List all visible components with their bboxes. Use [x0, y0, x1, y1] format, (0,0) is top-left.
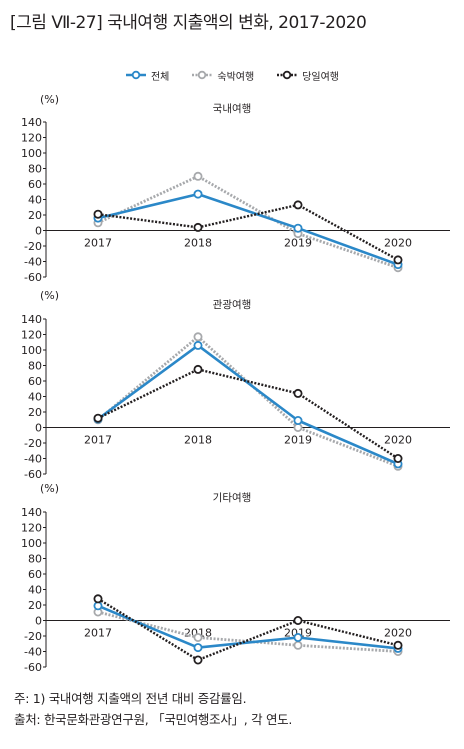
- y-tick-label: 140: [21, 116, 42, 129]
- y-tick-label: 20: [28, 209, 42, 222]
- y-tick-label: 100: [21, 537, 42, 550]
- x-tick-label: 2019: [284, 434, 312, 447]
- panel-title: 관광여행: [213, 299, 252, 311]
- panel-title: 기타여행: [213, 492, 252, 504]
- data-point-total: [293, 633, 303, 643]
- y-tick-label: 100: [21, 344, 42, 357]
- y-tick-label: -20: [24, 240, 42, 253]
- legend-item-daytrip: 당일여행: [276, 66, 339, 84]
- series-line-overnight: [97, 335, 399, 468]
- data-point-daytrip: [393, 255, 403, 265]
- y-tick-label: 40: [28, 194, 42, 207]
- x-tick-label: 2020: [384, 627, 412, 640]
- source-note: 출처: 한국문화관광연구원, 「국민여행조사」, 각 연도.: [14, 712, 293, 727]
- y-unit-label: (%): [40, 482, 59, 495]
- x-tick-label: 2020: [384, 237, 412, 250]
- x-tick-label: 2017: [84, 627, 112, 640]
- data-point-total: [293, 415, 303, 425]
- y-tick-label: 120: [21, 132, 42, 145]
- y-tick-label: 100: [21, 147, 42, 160]
- data-point-daytrip: [293, 200, 303, 210]
- y-tick-label: 20: [28, 406, 42, 419]
- data-point-daytrip: [93, 594, 103, 604]
- series-line-daytrip: [97, 368, 399, 460]
- y-tick-label: -60: [24, 271, 42, 284]
- data-point-daytrip: [93, 209, 103, 219]
- series-line-overnight: [97, 174, 399, 270]
- panel-title: 국내여행: [213, 103, 252, 115]
- y-tick-label: -40: [24, 256, 42, 269]
- y-tick-label: 140: [21, 313, 42, 326]
- series-line-total: [97, 344, 399, 466]
- data-point-overnight: [193, 633, 203, 643]
- y-tick-label: -20: [24, 437, 42, 450]
- x-tick-label: 2017: [84, 237, 112, 250]
- x-tick-label: 2018: [184, 237, 212, 250]
- data-point-daytrip: [293, 616, 303, 626]
- x-tick-label: 2017: [84, 434, 112, 447]
- x-tick-label: 2018: [184, 627, 212, 640]
- chart-legend: 전체 숙박여행 당일여행: [0, 66, 464, 84]
- data-point-overnight: [193, 332, 203, 342]
- series-line-total: [97, 604, 399, 650]
- legend-item-total: 전체: [125, 66, 169, 84]
- legend-label-daytrip: 당일여행: [302, 71, 340, 83]
- y-tick-label: 0: [35, 422, 42, 435]
- y-tick-label: 80: [28, 163, 42, 176]
- y-tick-label: 40: [28, 391, 42, 404]
- x-tick-label: 2019: [284, 237, 312, 250]
- series-line-overnight: [97, 610, 399, 653]
- y-tick-label: -40: [24, 453, 42, 466]
- y-tick-label: 140: [21, 506, 42, 519]
- y-tick-label: 0: [35, 615, 42, 628]
- y-tick-label: 80: [28, 360, 42, 373]
- y-tick-label: 60: [28, 568, 42, 581]
- y-tick-label: 80: [28, 553, 42, 566]
- y-tick-label: 60: [28, 178, 42, 191]
- y-tick-label: 20: [28, 599, 42, 612]
- data-point-overnight: [193, 171, 203, 181]
- figure-title: [그림 Ⅶ-27] 국내여행 지출액의 변화, 2017-2020: [10, 13, 367, 33]
- x-tick-label: 2019: [284, 627, 312, 640]
- x-tick-label: 2020: [384, 434, 412, 447]
- data-point-daytrip: [93, 413, 103, 423]
- data-point-daytrip: [193, 222, 203, 232]
- data-point-total: [293, 223, 303, 233]
- footnote: 주: 1) 국내여행 지출액의 전년 대비 증감률임.: [14, 691, 247, 706]
- data-point-daytrip: [393, 453, 403, 463]
- y-tick-label: -40: [24, 646, 42, 659]
- footnotes: 주: 1) 국내여행 지출액의 전년 대비 증감률임. 출처: 한국문화관광연구…: [14, 688, 292, 730]
- y-tick-label: -60: [24, 468, 42, 481]
- y-tick-label: -60: [24, 661, 42, 674]
- y-unit-label: (%): [40, 93, 59, 106]
- legend-label-overnight: 숙박여행: [217, 71, 255, 83]
- y-tick-label: 0: [35, 225, 42, 238]
- data-point-total: [193, 340, 203, 350]
- legend-swatch-total: [125, 70, 146, 80]
- y-tick-label: 40: [28, 584, 42, 597]
- data-point-total: [193, 643, 203, 653]
- series-line-daytrip: [97, 203, 399, 261]
- y-tick-label: 120: [21, 329, 42, 342]
- data-point-daytrip: [293, 388, 303, 398]
- data-point-total: [193, 189, 203, 199]
- y-tick-label: -20: [24, 630, 42, 643]
- y-tick-label: 60: [28, 375, 42, 388]
- legend-label-total: 전체: [150, 71, 170, 83]
- series-line-total: [97, 192, 399, 266]
- data-point-overnight: [293, 640, 303, 650]
- y-tick-label: 120: [21, 522, 42, 535]
- legend-swatch-daytrip: [277, 70, 298, 80]
- series-line-daytrip: [97, 597, 399, 662]
- y-unit-label: (%): [40, 289, 59, 302]
- legend-item-overnight: 숙박여행: [191, 66, 254, 84]
- data-point-daytrip: [193, 655, 203, 665]
- data-point-daytrip: [393, 640, 403, 650]
- x-tick-label: 2018: [184, 434, 212, 447]
- data-point-daytrip: [193, 364, 203, 374]
- legend-swatch-overnight: [192, 70, 213, 80]
